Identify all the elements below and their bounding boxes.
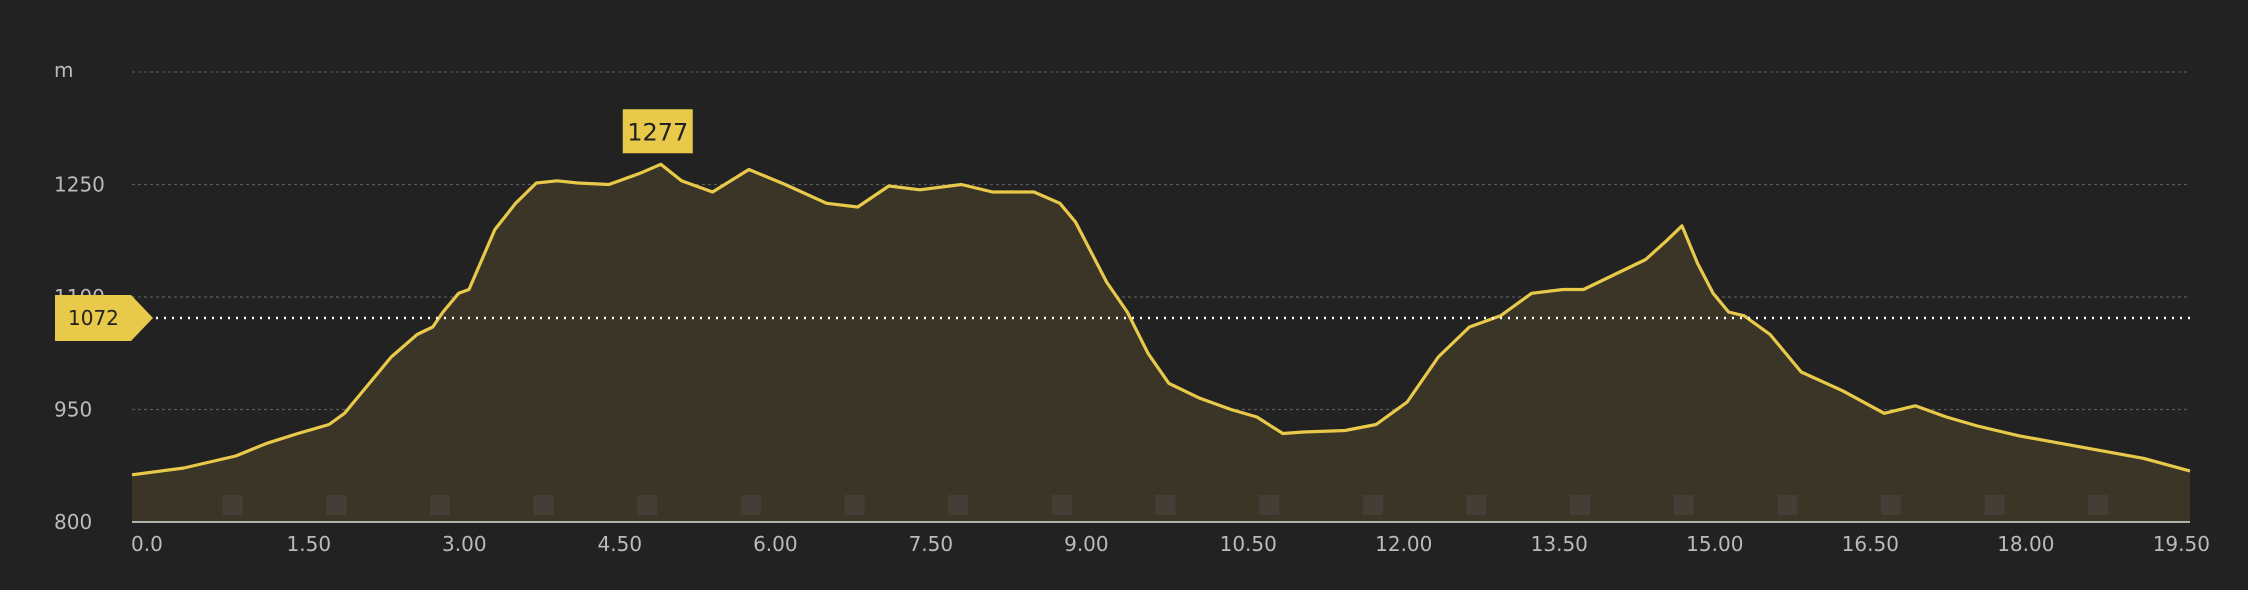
tick-marker [637,495,658,515]
reference-value-tag [55,295,153,341]
x-tick-label: 10.50 [1220,532,1277,556]
x-tick-label: 15.00 [1686,532,1743,556]
x-tick-label: 6.00 [753,532,798,556]
tick-marker [844,495,865,515]
elevation-area [131,162,2191,523]
x-tick-label: 0.0 [131,532,163,556]
elevation-fill [132,164,2190,523]
x-tick-label: 18.00 [1997,532,2054,556]
tick-marker [1570,495,1591,515]
elevation-line [131,162,2191,477]
tick-marker [2088,495,2109,515]
y-axis: 80095011001250 [54,173,105,535]
x-tick-label: 9.00 [1064,532,1109,556]
tick-marker [1362,495,1383,515]
tick-marker [1880,495,1901,515]
tick-marker [1673,495,1694,515]
tick-marker [740,495,761,515]
y-unit-label: m [54,58,73,82]
y-tick-label: 800 [54,510,92,534]
tick-marker [948,495,969,515]
tick-marker [1984,495,2005,515]
reference-value-label: 1072 [68,306,119,330]
peak-marker-label: 1277 [627,118,688,146]
x-tick-label: 7.50 [909,532,954,556]
x-tick-label: 19.50 [2153,532,2210,556]
tick-marker [222,495,243,515]
x-axis: 0.0 1.50 3.00 4.50 6.00 7.50 9.00 10.50 12.00 13.… [131,532,2210,556]
x-axis-ticks [222,495,2109,515]
tick-marker [1155,495,1176,515]
tick-marker [1777,495,1798,515]
y-tick-label: 1250 [54,173,105,197]
tick-marker [1051,495,1072,515]
tick-marker [1259,495,1280,515]
x-tick-label: 3.00 [442,532,487,556]
peak-marker-box [622,109,693,154]
x-tick-label: 4.50 [598,532,643,556]
y-tick-label: 950 [54,398,92,422]
x-tick-label: 1.50 [287,532,332,556]
tick-marker [1466,495,1487,515]
tick-marker [533,495,554,515]
x-tick-label: 16.50 [1842,532,1899,556]
peak-marker-group: 1277 [622,109,693,154]
tick-marker [429,495,450,515]
reference-line-group: 1072 [55,295,2190,341]
x-tick-label: 12.00 [1375,532,1432,556]
tick-marker [326,495,347,515]
x-tick-label: 13.50 [1531,532,1588,556]
